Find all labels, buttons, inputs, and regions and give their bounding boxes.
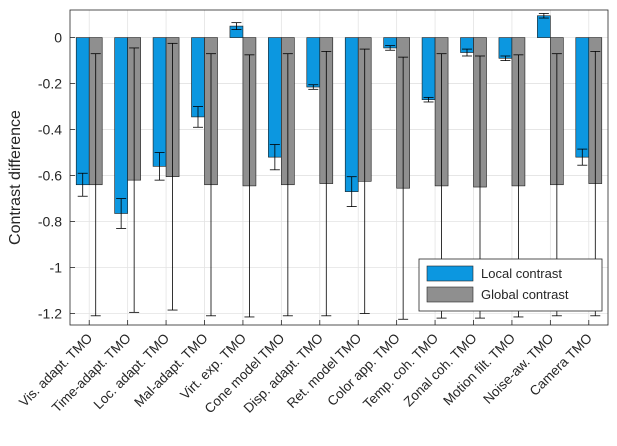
bar-local-contrast bbox=[306, 37, 321, 88]
error-bars-layer bbox=[77, 13, 601, 320]
bar-local-contrast bbox=[75, 37, 90, 186]
bar-local-contrast bbox=[268, 37, 282, 158]
bar-local-contrast bbox=[537, 15, 551, 38]
y-tick-label: 0 bbox=[54, 30, 62, 46]
y-tick-label: -0.4 bbox=[38, 122, 62, 138]
y-tick-label: -1.2 bbox=[38, 306, 62, 322]
legend: Local contrast Global contrast bbox=[418, 258, 603, 312]
y-tick-label: -0.8 bbox=[38, 214, 62, 230]
bar-local-contrast bbox=[191, 37, 205, 118]
y-tick-label: -0.6 bbox=[38, 168, 62, 184]
legend-label-global-contrast: Global contrast bbox=[481, 287, 569, 302]
bar-local-contrast bbox=[152, 37, 167, 167]
plot-frame bbox=[69, 9, 609, 326]
bar-local-contrast bbox=[421, 37, 436, 100]
bar-local-contrast bbox=[114, 37, 128, 214]
bar-local-contrast bbox=[344, 37, 359, 192]
bars-layer bbox=[75, 15, 603, 214]
bar-local-contrast bbox=[575, 37, 590, 158]
y-tick-label: -1 bbox=[50, 260, 63, 276]
y-axis-label: Contrast difference bbox=[7, 110, 24, 245]
legend-swatch-global-contrast bbox=[426, 286, 474, 303]
legend-label-local-contrast: Local contrast bbox=[481, 266, 562, 281]
y-tick-label: -0.2 bbox=[38, 76, 62, 92]
legend-swatch-local-contrast bbox=[426, 265, 474, 282]
bar-local-contrast bbox=[498, 37, 513, 59]
